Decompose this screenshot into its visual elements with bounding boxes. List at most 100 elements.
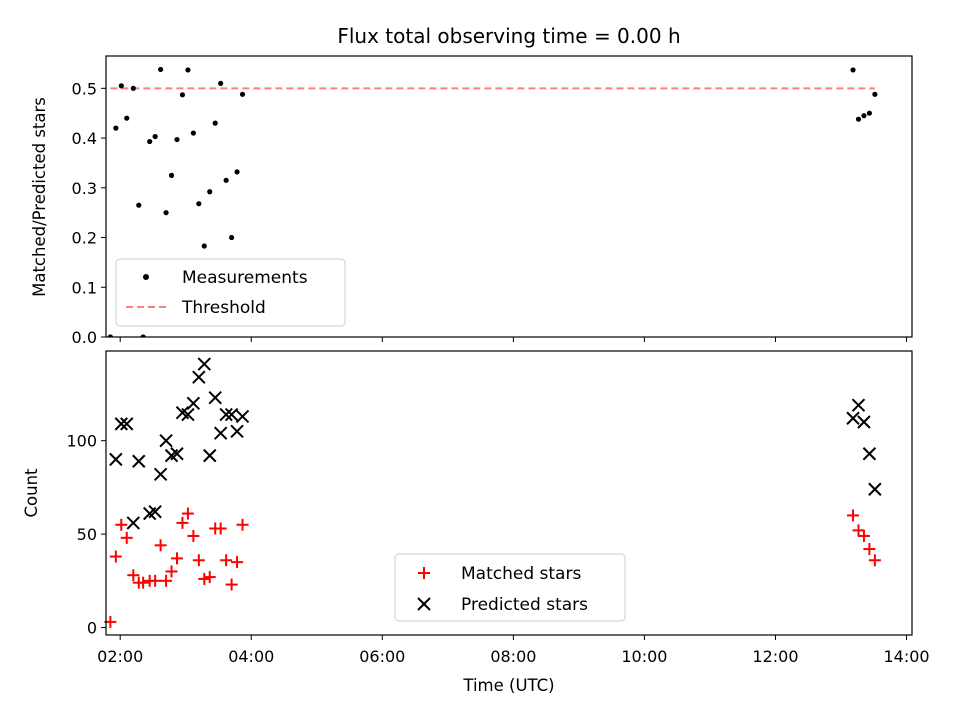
measurement-point <box>866 110 873 116</box>
count-panel: Count Time (UTC) 02:00 04:00 06:00 08:00 10:… <box>22 350 930 695</box>
measurement-point <box>207 189 213 195</box>
matched-star-point <box>847 509 860 522</box>
matched-star-point <box>192 554 205 567</box>
matched-star-point <box>120 531 133 544</box>
matched-star-point <box>198 572 211 585</box>
matched-star-point <box>863 543 876 556</box>
measurement-point <box>185 67 191 73</box>
measurements-legend-marker <box>143 274 149 280</box>
measurement-point <box>152 133 158 140</box>
matched-star-point <box>181 507 194 520</box>
chart-title: Flux total observing time = 0.00 h <box>337 24 680 48</box>
matched-star-point <box>176 516 189 529</box>
measurement-point <box>201 243 207 249</box>
x-axis-label: Time (UTC) <box>462 676 554 695</box>
matched-star-point <box>868 554 881 567</box>
measurement-point <box>223 177 229 183</box>
matched-stars-legend-label: Matched stars <box>461 564 581 584</box>
count-y-tick-label: 100 <box>66 432 97 451</box>
measurement-point <box>130 85 136 91</box>
count-y-axis-label: Count <box>22 468 41 518</box>
ratio-panel: Flux total observing time = 0.00 h Match… <box>30 24 913 347</box>
matched-star-point <box>165 565 178 578</box>
x-tick-label: 08:00 <box>490 647 536 666</box>
measurement-point <box>113 125 119 131</box>
measurements-legend-label: Measurements <box>182 268 308 288</box>
predicted-stars-legend-label: Predicted stars <box>461 595 588 615</box>
predicted-star-point <box>153 467 168 482</box>
predicted-star-point <box>230 424 244 439</box>
predicted-star-point <box>235 409 250 424</box>
predicted-star-point <box>203 448 217 463</box>
matched-star-point <box>160 574 173 587</box>
predicted-star-point <box>862 447 877 461</box>
matched-star-point <box>115 518 128 531</box>
matched-star-point <box>149 574 162 587</box>
measurement-point <box>136 202 142 208</box>
x-tick-label: 06:00 <box>359 647 405 666</box>
measurement-point <box>196 201 202 207</box>
ratio-y-axis-label: Matched/Predicted stars <box>30 97 49 297</box>
predicted-stars-legend-marker <box>417 597 431 611</box>
matched-star-point <box>231 556 244 569</box>
ratio-y-tick-label: 0.2 <box>72 229 97 248</box>
matched-star-point <box>857 529 870 542</box>
predicted-star-point <box>208 391 222 405</box>
matched-star-point <box>225 578 238 591</box>
measurement-point <box>179 92 186 98</box>
count-y-tick-label: 50 <box>77 525 97 544</box>
matched-star-point <box>127 569 140 582</box>
threshold-legend-label: Threshold <box>181 298 266 318</box>
matched-star-point <box>203 571 216 584</box>
x-tick-label: 02:00 <box>97 647 143 666</box>
predicted-star-point <box>219 407 233 422</box>
predicted-star-point <box>192 370 206 384</box>
ratio-plot-area <box>107 66 878 337</box>
ratio-y-tick-label: 0.1 <box>72 278 97 297</box>
measurement-point <box>163 210 169 216</box>
predicted-star-point <box>132 454 146 468</box>
measurement-point <box>228 234 235 241</box>
predicted-star-point <box>126 516 141 530</box>
matched-star-point <box>109 550 122 563</box>
predicted-star-point <box>114 417 128 431</box>
predicted-star-point <box>109 452 123 467</box>
x-tick-label: 10:00 <box>621 647 667 666</box>
measurement-point <box>218 80 224 86</box>
measurement-point <box>212 120 218 126</box>
ratio-legend: Measurements Threshold <box>115 258 346 327</box>
measurement-points <box>107 66 878 337</box>
x-tick-label: 04:00 <box>228 647 274 666</box>
predicted-star-point <box>857 415 871 429</box>
measurement-point <box>190 130 196 136</box>
predicted-star-point <box>181 407 195 422</box>
count-plot-area <box>104 357 882 628</box>
x-tick-label: 14:00 <box>883 647 929 666</box>
matched-star-point <box>214 522 227 535</box>
count-ticks: 02:00 04:00 06:00 08:00 10:00 12:00 14:00 0 50 10… <box>66 432 929 666</box>
matched-star-point <box>236 518 249 531</box>
predicted-star-point <box>186 396 201 411</box>
ratio-y-tick-label: 0.0 <box>72 328 97 347</box>
measurement-point <box>239 91 246 97</box>
measurement-point <box>168 172 175 178</box>
predicted-star-point <box>170 447 184 461</box>
predicted-star-point <box>197 357 211 371</box>
count-y-tick-label: 0 <box>87 619 97 638</box>
measurement-point <box>174 136 180 143</box>
measurement-point <box>158 66 164 73</box>
count-axes-frame <box>105 350 913 636</box>
predicted-star-point <box>213 426 228 440</box>
ratio-y-tick-label: 0.3 <box>72 179 97 198</box>
matched-star-point <box>852 524 865 537</box>
matched-stars-legend-marker <box>418 567 430 579</box>
ratio-legend-box <box>115 258 346 327</box>
measurement-point <box>140 334 146 337</box>
measurement-point <box>124 115 130 121</box>
ratio-ticks: 0.0 0.1 0.2 0.3 0.4 0.5 <box>72 79 908 347</box>
matched-star-point <box>187 529 200 542</box>
matched-star-point <box>154 539 167 552</box>
ratio-y-tick-label: 0.4 <box>72 129 97 148</box>
predicted-star-point <box>851 398 866 412</box>
